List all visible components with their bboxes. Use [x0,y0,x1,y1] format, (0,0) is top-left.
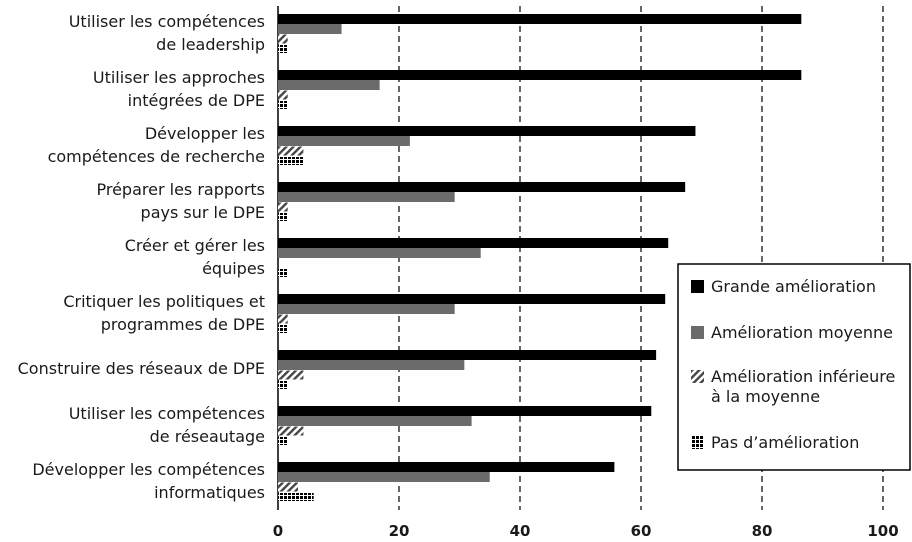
bar-2-5 [278,314,288,324]
bar-0-5 [278,294,666,304]
legend-swatch [691,436,704,449]
bar-3-1 [278,101,288,109]
category-label: Préparer les rapports pays sur le DPE [96,180,265,222]
category-label: Créer et gérer les équipes [125,236,265,278]
category-labels: Utiliser les compétences de leadership Uti… [18,12,265,502]
legend-label: Amélioration moyenne [711,323,893,342]
legend-label: Amélioration inférieure à la moyenne [711,367,895,406]
bar-0-8 [278,462,615,472]
bar-2-6 [278,370,304,380]
bar-0-4 [278,238,669,248]
category-label: Critiquer les politiques et programmes de… [63,292,265,334]
bar-3-8 [278,493,314,501]
bar-0-6 [278,350,657,360]
bar-3-3 [278,213,288,221]
bar-2-0 [278,34,288,44]
bar-3-5 [278,325,288,333]
legend-label: Pas d’amélioration [711,433,859,452]
bar-1-3 [278,192,455,202]
bars [278,14,802,501]
bar-2-3 [278,202,288,212]
bar-0-1 [278,70,802,80]
legend-swatch [691,280,704,293]
category-label: Utiliser les approches intégrées de DPE [93,68,265,110]
bar-0-0 [278,14,802,24]
category-label: Utiliser les compétences de leadership [69,12,265,54]
legend-swatch [691,326,704,339]
bar-3-6 [278,381,288,389]
x-tick-label: 0 [273,522,283,540]
bar-0-2 [278,126,696,136]
category-label: Développer les compétences de recherche [48,124,265,166]
x-tick-label: 20 [389,522,410,540]
bar-1-0 [278,24,342,34]
legend-swatch [691,370,704,383]
x-tick-label: 40 [510,522,531,540]
bar-3-0 [278,45,288,53]
category-label: Construire des réseaux de DPE [18,359,265,378]
bar-1-1 [278,80,380,90]
bar-0-3 [278,182,686,192]
x-tick-label: 60 [631,522,652,540]
legend-box [677,263,911,471]
bar-1-4 [278,248,481,258]
bar-1-5 [278,304,455,314]
bar-2-2 [278,146,304,156]
tick-labels: 0 20 40 60 80 100 [273,522,899,540]
bar-2-7 [278,426,304,436]
bar-3-4 [278,269,288,277]
bar-2-8 [278,482,298,492]
bar-3-7 [278,437,288,445]
bar-1-8 [278,472,490,482]
legend-label: Grande amélioration [711,277,876,296]
category-label: Utiliser les compétences de réseautage [69,404,265,446]
bar-2-1 [278,90,288,100]
bar-1-7 [278,416,472,426]
category-label: Développer les compétences informatiques [32,460,265,502]
bar-1-6 [278,360,465,370]
x-tick-label: 80 [752,522,773,540]
bar-1-2 [278,136,410,146]
bar-0-7 [278,406,652,416]
x-tick-label: 100 [867,522,898,540]
legend: Grande amélioration Amélioration moyenne A… [677,263,911,471]
bar-3-2 [278,157,304,165]
